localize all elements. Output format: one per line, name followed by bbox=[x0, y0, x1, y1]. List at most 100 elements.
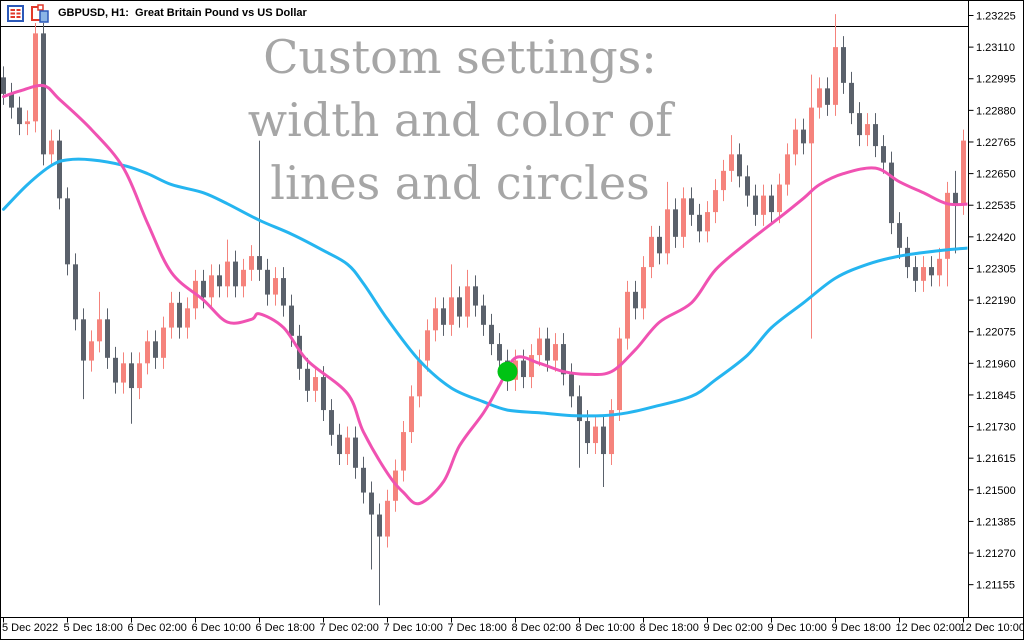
time-tick-label: 7 Dec 18:00 bbox=[448, 622, 507, 634]
market-watch-icon[interactable] bbox=[7, 4, 24, 22]
chart-windows-icon[interactable] bbox=[30, 3, 49, 23]
bull-candle-body bbox=[465, 286, 470, 317]
bear-candle-body bbox=[481, 305, 486, 325]
watermark-line-3: lines and circles bbox=[270, 156, 650, 210]
bull-candle-body bbox=[681, 198, 686, 237]
price-tick-label: 1.22190 bbox=[976, 295, 1016, 307]
bull-candle-body bbox=[713, 190, 718, 213]
bear-candle-body bbox=[521, 360, 526, 378]
price-axis[interactable]: 1.23225 1.23110 1.22995 1.22880 1.22765 1.226… bbox=[968, 11, 1016, 592]
bull-candle-body bbox=[809, 107, 814, 144]
price-tick-label: 1.21960 bbox=[976, 358, 1016, 370]
bull-candle-body bbox=[937, 258, 942, 276]
bear-candle-body bbox=[129, 363, 134, 389]
bull-candle-body bbox=[649, 236, 654, 268]
price-tick-label: 1.21155 bbox=[976, 580, 1015, 592]
bear-candle-body bbox=[113, 357, 118, 383]
price-tick-label: 1.22420 bbox=[976, 232, 1016, 244]
watermark-line-2: width and color of bbox=[247, 93, 673, 147]
bull-candle-body bbox=[921, 267, 926, 281]
bear-candle-body bbox=[41, 33, 46, 155]
bull-candle-body bbox=[833, 47, 838, 105]
bear-candle-body bbox=[369, 492, 374, 515]
time-tick-label: 12 Dec 02:00 bbox=[896, 622, 961, 634]
bear-candle-body bbox=[953, 192, 958, 204]
bear-candle-body bbox=[689, 198, 694, 215]
bull-candle-body bbox=[121, 363, 126, 383]
bear-candle-body bbox=[577, 396, 582, 422]
price-tick-label: 1.21615 bbox=[976, 453, 1016, 465]
price-tick-label: 1.23110 bbox=[976, 42, 1015, 54]
time-tick-label: 8 Dec 18:00 bbox=[640, 622, 699, 634]
bear-candle-body bbox=[17, 107, 22, 125]
bear-candle-body bbox=[753, 195, 758, 215]
bull-candle-body bbox=[609, 410, 614, 455]
chart-title: GBPUSD, H1: Great Britain Pound vs US Do… bbox=[58, 7, 307, 19]
bear-candle-body bbox=[473, 286, 478, 306]
bull-candle-body bbox=[273, 278, 278, 295]
bear-candle-body bbox=[897, 223, 902, 248]
bear-candle-body bbox=[153, 341, 158, 358]
bear-candle-body bbox=[65, 198, 70, 265]
bull-candle-body bbox=[225, 261, 230, 287]
price-tick-label: 1.22995 bbox=[976, 74, 1016, 86]
bear-candle-body bbox=[697, 214, 702, 232]
bear-candle-body bbox=[913, 267, 918, 281]
bull-candle-body bbox=[49, 140, 54, 155]
bear-candle-body bbox=[801, 129, 806, 144]
bull-candle-body bbox=[529, 355, 534, 378]
bear-candle-body bbox=[265, 269, 270, 295]
bull-candle-body bbox=[417, 360, 422, 397]
bear-candle-body bbox=[353, 437, 358, 468]
bull-candle-body bbox=[433, 308, 438, 331]
bear-candle-body bbox=[217, 275, 222, 287]
bull-candle-body bbox=[537, 338, 542, 356]
price-tick-label: 1.21845 bbox=[976, 390, 1016, 402]
bull-candle-body bbox=[593, 426, 598, 444]
bull-candle-body bbox=[793, 129, 798, 155]
bull-candle-body bbox=[97, 319, 102, 342]
bear-candle-body bbox=[457, 297, 462, 317]
time-tick-label: 9 Dec 02:00 bbox=[704, 622, 763, 634]
bull-candle-body bbox=[25, 121, 30, 125]
bear-candle-body bbox=[73, 264, 78, 320]
bear-candle-body bbox=[769, 195, 774, 213]
bear-candle-body bbox=[929, 267, 934, 276]
bull-candle-body bbox=[209, 275, 214, 298]
bull-candle-body bbox=[817, 88, 822, 108]
bull-candle-body bbox=[641, 267, 646, 309]
time-tick-label: 9 Dec 10:00 bbox=[768, 622, 827, 634]
bear-candle-body bbox=[873, 124, 878, 147]
price-tick-label: 1.22880 bbox=[976, 105, 1016, 117]
time-tick-label: 8 Dec 02:00 bbox=[512, 622, 571, 634]
time-tick-label: 6 Dec 18:00 bbox=[256, 622, 315, 634]
price-tick-label: 1.22765 bbox=[976, 137, 1016, 149]
time-tick-label: 7 Dec 10:00 bbox=[384, 622, 443, 634]
bear-candle-body bbox=[289, 305, 294, 336]
bull-candle-body bbox=[625, 291, 630, 339]
time-axis[interactable]: 5 Dec 2022 5 Dec 18:00 6 Dec 02:00 6 Dec 10… bbox=[2, 617, 1024, 635]
plot-area[interactable] bbox=[1, 14, 972, 606]
price-tick-label: 1.22650 bbox=[976, 169, 1016, 181]
bear-candle-body bbox=[177, 302, 182, 328]
title-bar: GBPUSD, H1: Great Britain Pound vs US Do… bbox=[0, 0, 960, 26]
price-tick-label: 1.21500 bbox=[976, 485, 1016, 497]
bear-candle-body bbox=[361, 467, 366, 493]
bull-candle-body bbox=[401, 432, 406, 471]
price-tick-label: 1.21385 bbox=[976, 516, 1016, 528]
bear-candle-body bbox=[337, 434, 342, 455]
bear-candle-body bbox=[377, 514, 382, 537]
bear-candle-body bbox=[489, 324, 494, 345]
bear-candle-body bbox=[569, 374, 574, 397]
time-tick-label: 6 Dec 02:00 bbox=[128, 622, 187, 634]
price-tick-label: 1.21270 bbox=[976, 548, 1016, 560]
bull-candle-body bbox=[345, 437, 350, 455]
bull-candle-body bbox=[161, 327, 166, 358]
bear-candle-body bbox=[841, 47, 846, 83]
bull-candle-body bbox=[169, 302, 174, 328]
bear-candle-body bbox=[585, 421, 590, 444]
bull-candle-body bbox=[665, 209, 670, 254]
fast-ma-pink-line bbox=[2, 83, 968, 506]
